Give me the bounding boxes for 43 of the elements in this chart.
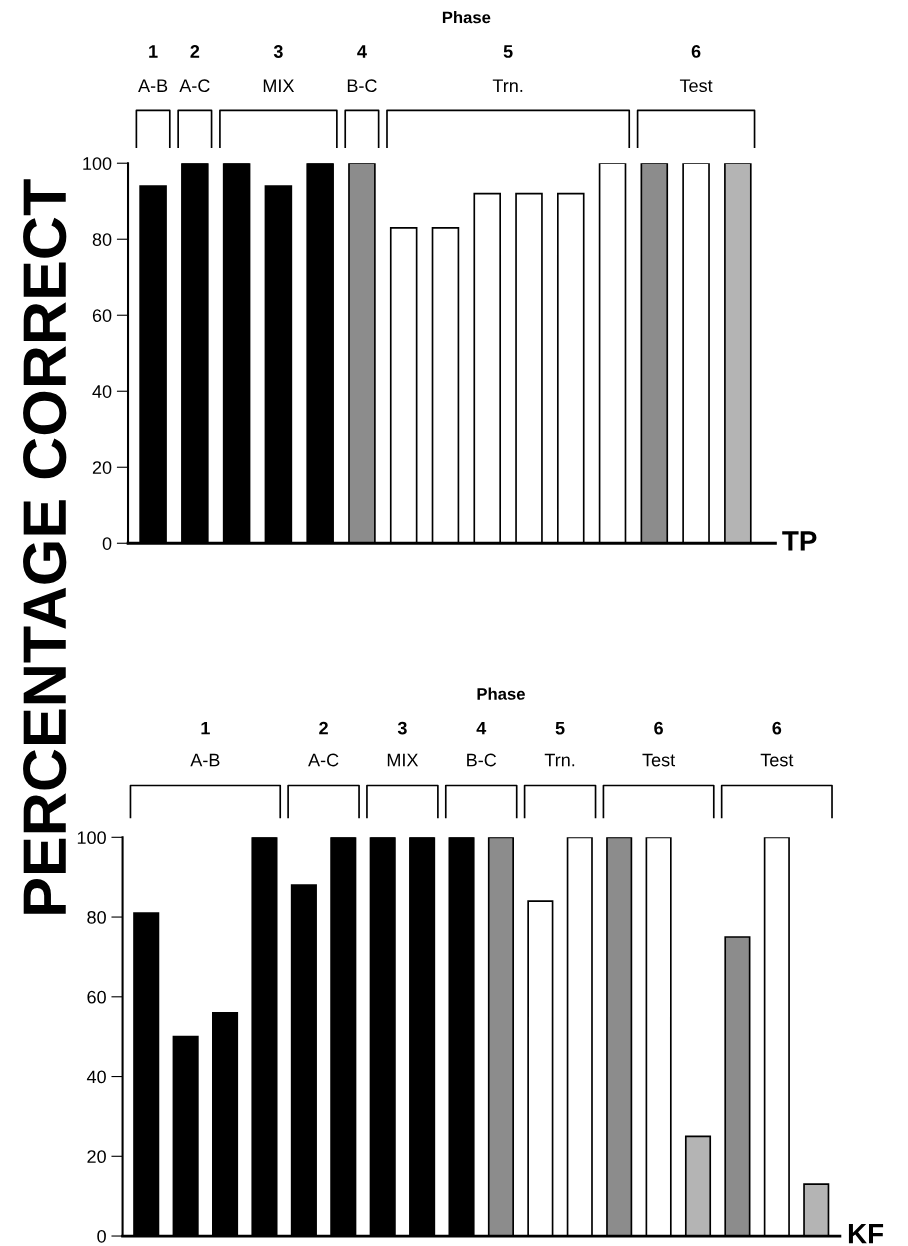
text: Trn. [492,79,523,92]
y-axis-title: PERCENTAGE CORRECT [23,179,67,914]
chart-title: Phase [442,11,491,24]
y-tick-label: 100 [83,157,112,170]
y-tick-label: 100 [77,831,106,845]
text: TP [782,531,817,551]
text: 5 [555,721,565,735]
text: 2 [319,721,328,735]
y-tick-label: 80 [87,910,106,924]
text: A-C [179,79,210,93]
text: B-C [467,753,497,767]
y-tick-label: 20 [87,1150,106,1164]
text: Test [760,753,794,767]
y-tick-label: 60 [87,990,106,1004]
y-tick-label: 80 [92,233,112,246]
text: Test [642,753,676,767]
text: 3 [397,721,407,735]
text: Trn. [544,753,575,767]
text: KF [848,1224,884,1244]
text: A-B [138,79,168,92]
text: 4 [357,45,367,58]
chart-title: Phase [477,687,525,700]
text: 5 [503,45,513,58]
text: 1 [201,721,210,735]
y-tick-label: 60 [92,309,112,322]
text: 6 [654,721,663,735]
text: 2 [190,45,200,58]
text: 3 [273,45,283,58]
text: A-C [308,753,339,767]
text: B-C [347,79,377,93]
y-tick-label: 40 [92,385,112,398]
y-tick-label: 0 [97,1229,106,1243]
y-tick-label: 0 [102,537,112,550]
y-tick-label: 40 [86,1070,106,1084]
text: 6 [772,721,782,735]
text: MIX [263,79,295,92]
text: A-B [190,753,220,767]
text: Test [679,79,713,93]
y-tick-label: 20 [92,461,112,474]
text: 6 [691,45,701,58]
text: 4 [476,721,487,735]
text: 1 [149,45,158,58]
text: MIX [387,753,419,767]
